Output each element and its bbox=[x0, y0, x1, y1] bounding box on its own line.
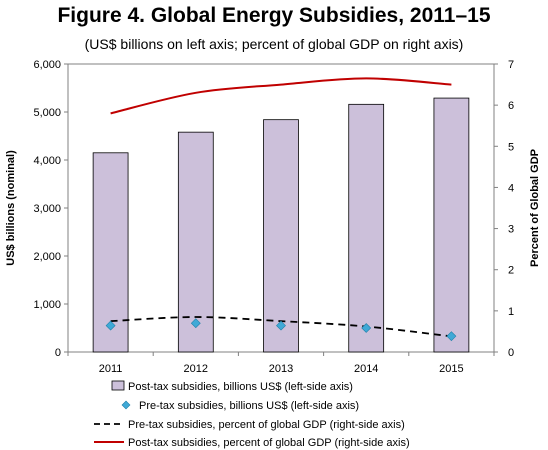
x-axis-tick-label: 2012 bbox=[184, 363, 208, 375]
left-axis-tick-label: 2,000 bbox=[33, 251, 61, 263]
left-axis-tick-label: 4,000 bbox=[33, 155, 61, 167]
bar bbox=[348, 103, 385, 353]
pre-tax-marker bbox=[190, 318, 201, 329]
pre-tax-marker bbox=[276, 320, 286, 331]
right-axis-tick-label: 0 bbox=[508, 347, 514, 359]
x-axis-tick-label: 2014 bbox=[354, 363, 378, 375]
x-axis-tick-label: 2013 bbox=[269, 363, 293, 375]
pre-tax-marker bbox=[446, 331, 457, 342]
bar bbox=[263, 119, 299, 353]
x-axis-tick-label: 2015 bbox=[439, 363, 463, 375]
pre-tax-marker bbox=[105, 320, 116, 331]
post-tax-percent-line bbox=[110, 77, 452, 115]
right-axis-tick-label: 2 bbox=[508, 265, 514, 277]
right-axis-tick-label: 5 bbox=[508, 141, 514, 153]
chart-title: Figure 4. Global Energy Subsidies, 2011–… bbox=[57, 4, 491, 27]
right-axis-title: Percent of Global GDP bbox=[529, 149, 541, 267]
legend-bar-swatch bbox=[111, 380, 125, 391]
legend-label: Post-tax subsidies, percent of global GD… bbox=[128, 437, 410, 449]
legend-label: Post-tax subsidies, billions US$ (left-s… bbox=[128, 381, 353, 393]
left-axis-tick-label: 5,000 bbox=[33, 107, 61, 119]
legend-marker-swatch bbox=[121, 400, 131, 410]
x-axis-tick-label: 2011 bbox=[99, 363, 123, 375]
left-axis-tick-label: 0 bbox=[55, 347, 61, 359]
right-axis-tick-label: 3 bbox=[508, 224, 514, 236]
left-axis-tick-label: 6,000 bbox=[33, 59, 61, 71]
pre-tax-marker bbox=[361, 323, 372, 333]
bar bbox=[433, 97, 470, 353]
left-axis-tick-label: 3,000 bbox=[33, 203, 61, 215]
bar bbox=[92, 152, 129, 353]
right-axis-tick-label: 7 bbox=[508, 59, 514, 71]
bar bbox=[177, 131, 214, 353]
right-axis-tick-label: 4 bbox=[508, 182, 514, 194]
right-axis-tick-label: 6 bbox=[508, 100, 514, 112]
chart-subtitle: (US$ billions on left axis; percent of g… bbox=[84, 36, 464, 52]
left-axis-title: US$ billions (nominal) bbox=[5, 150, 17, 266]
right-axis-tick-label: 1 bbox=[508, 306, 514, 318]
legend-label: Pre-tax subsidies, billions US$ (left-si… bbox=[139, 400, 359, 412]
left-axis-tick-label: 1,000 bbox=[33, 299, 61, 311]
legend-label: Pre-tax subsidies, percent of global GDP… bbox=[128, 419, 405, 431]
